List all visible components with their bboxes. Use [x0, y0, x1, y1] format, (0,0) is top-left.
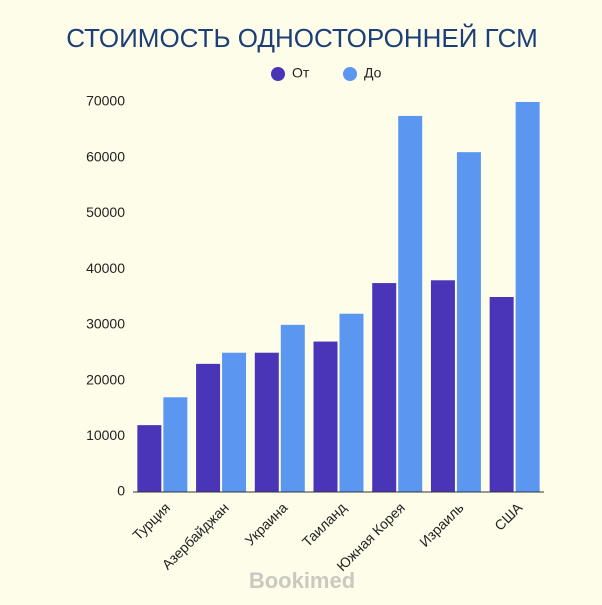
bar: [372, 283, 397, 492]
bar: [313, 341, 338, 492]
x-tick-label: США: [491, 499, 526, 534]
legend-swatch: [271, 67, 285, 81]
bar: [137, 425, 162, 492]
bar: [430, 280, 455, 492]
bar: [515, 102, 540, 492]
bar: [254, 352, 279, 492]
bar: [196, 363, 221, 492]
watermark: Bookimed: [249, 568, 355, 593]
legend-label: От: [292, 65, 310, 81]
x-tick-label: Израиль: [416, 499, 466, 549]
bar: [489, 297, 514, 492]
chart-title: СТОИМОСТЬ ОДНОСТОРОННЕЙ ГСМ: [66, 23, 537, 53]
y-tick-label: 40000: [86, 260, 125, 276]
y-tick-label: 10000: [86, 427, 125, 443]
bar: [163, 397, 188, 492]
bar: [398, 115, 423, 492]
y-tick-label: 70000: [86, 93, 125, 109]
bar: [222, 352, 247, 492]
x-tick-label: Таиланд: [299, 499, 349, 549]
y-tick-label: 60000: [86, 148, 125, 164]
x-tick-label: Украина: [242, 499, 291, 548]
bar: [339, 313, 364, 492]
y-tick-label: 30000: [86, 316, 125, 332]
y-tick-label: 0: [117, 483, 125, 499]
bar: [280, 324, 305, 492]
y-tick-label: 50000: [86, 204, 125, 220]
x-tick-label: Турция: [129, 499, 173, 543]
legend-swatch: [343, 67, 357, 81]
y-tick-label: 20000: [86, 371, 125, 387]
bar: [456, 152, 481, 492]
legend-label: До: [364, 65, 382, 81]
